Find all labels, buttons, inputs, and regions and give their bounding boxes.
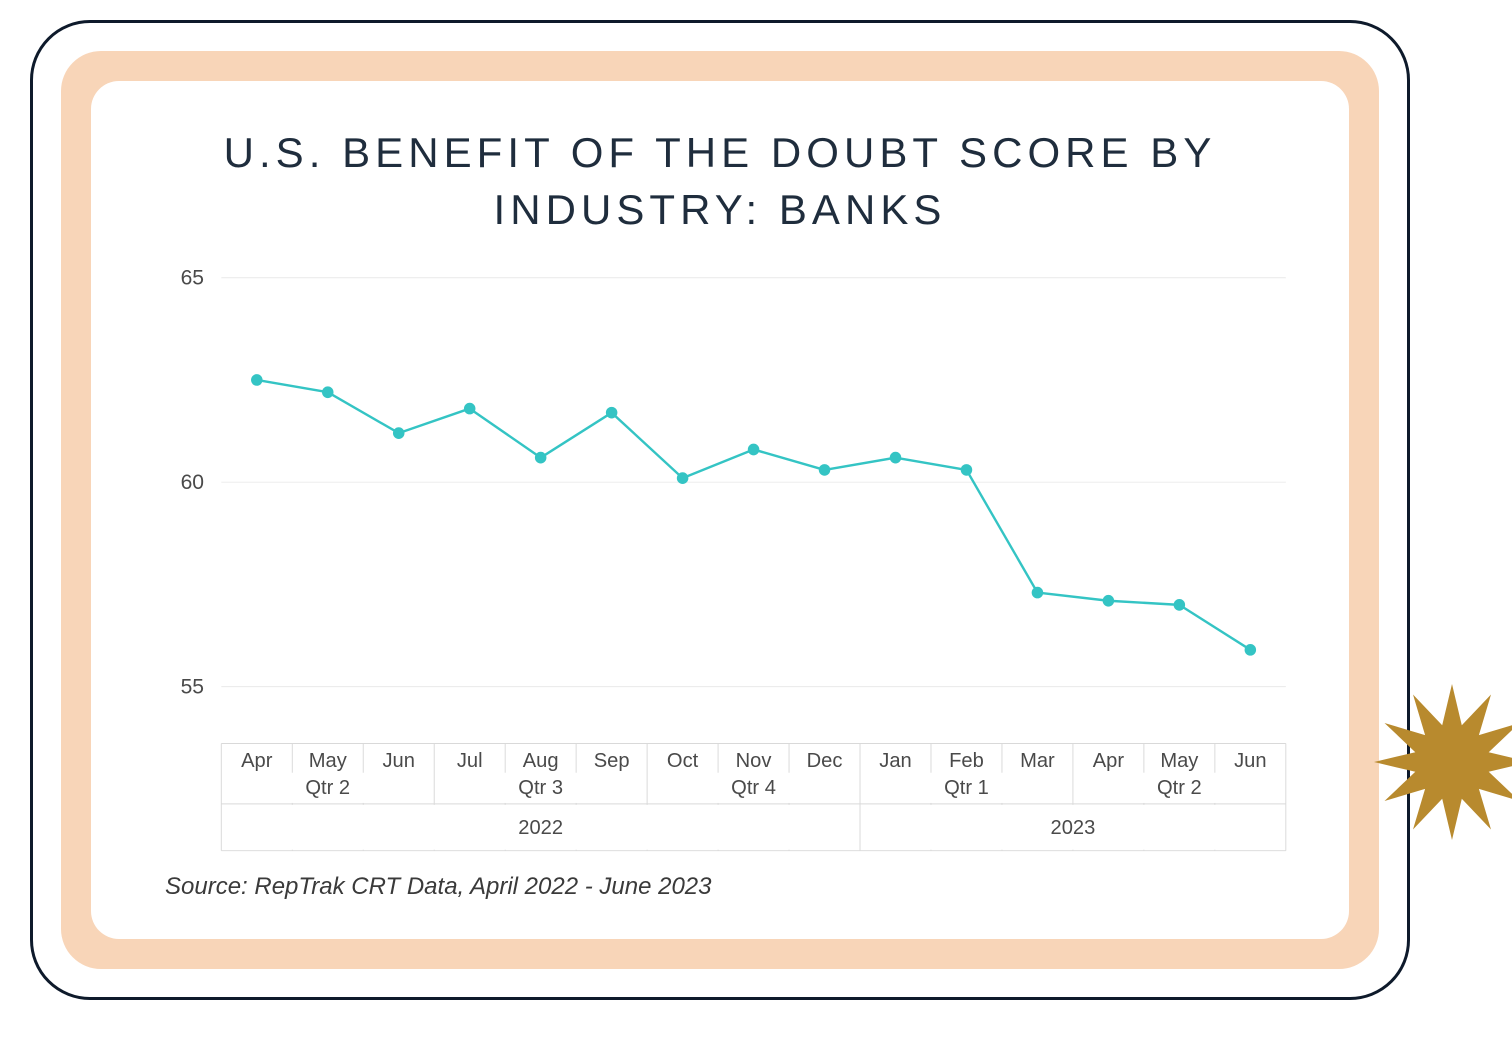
svg-text:Oct: Oct: [667, 750, 699, 772]
content-card: U.S. BENEFIT OF THE DOUBT SCORE BY INDUS…: [91, 81, 1349, 939]
svg-text:Apr: Apr: [1093, 750, 1125, 772]
svg-text:Sep: Sep: [594, 750, 630, 772]
chart-title: U.S. BENEFIT OF THE DOUBT SCORE BY INDUS…: [175, 125, 1265, 238]
svg-text:May: May: [309, 750, 348, 772]
outer-frame: U.S. BENEFIT OF THE DOUBT SCORE BY INDUS…: [30, 20, 1410, 1000]
svg-text:60: 60: [181, 470, 204, 494]
source-caption: Source: RepTrak CRT Data, April 2022 - J…: [165, 873, 1305, 901]
chart-area: 55 60 65 Apr May Qtr 2 Jun Jul Aug Qtr 3 Sep Oct Nov…: [135, 268, 1305, 853]
svg-text:Jan: Jan: [879, 750, 911, 772]
svg-text:Feb: Feb: [949, 750, 984, 772]
svg-text:Qtr 3: Qtr 3: [518, 777, 563, 799]
svg-text:Mar: Mar: [1020, 750, 1055, 772]
svg-text:Jun: Jun: [1234, 750, 1266, 772]
svg-text:Qtr 2: Qtr 2: [1157, 777, 1202, 799]
svg-text:May: May: [1160, 750, 1199, 772]
svg-text:Dec: Dec: [807, 750, 843, 772]
svg-text:Qtr 4: Qtr 4: [731, 777, 776, 799]
svg-text:Qtr 1: Qtr 1: [944, 777, 989, 799]
svg-text:Qtr 2: Qtr 2: [305, 777, 350, 799]
svg-text:Apr: Apr: [241, 750, 273, 772]
line-chart: 55 60 65 Apr May Qtr 2 Jun Jul Aug Qtr 3 Sep Oct Nov…: [135, 268, 1305, 853]
svg-text:55: 55: [181, 675, 204, 699]
svg-text:Aug: Aug: [523, 750, 559, 772]
svg-text:2022: 2022: [518, 817, 563, 839]
inner-frame: U.S. BENEFIT OF THE DOUBT SCORE BY INDUS…: [61, 51, 1379, 969]
svg-text:Nov: Nov: [736, 750, 773, 772]
svg-text:65: 65: [181, 268, 204, 290]
svg-text:Jul: Jul: [457, 750, 483, 772]
svg-text:2023: 2023: [1051, 817, 1096, 839]
svg-text:Jun: Jun: [382, 750, 414, 772]
